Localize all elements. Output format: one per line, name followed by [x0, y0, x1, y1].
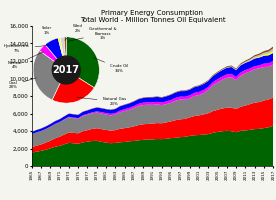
Text: Hydroelectric
7%: Hydroelectric 7% — [4, 44, 51, 53]
Text: Coal
28%: Coal 28% — [9, 78, 36, 89]
Text: Nuclear
4%: Nuclear 4% — [7, 52, 43, 69]
Title: Primary Energy Consumption
Total World - Million Tonnes Oil Equivalent: Primary Energy Consumption Total World -… — [80, 10, 225, 23]
Text: Wind
2%: Wind 2% — [65, 24, 83, 40]
Wedge shape — [52, 70, 94, 103]
Wedge shape — [58, 37, 66, 70]
Text: Natural Gas
23%: Natural Gas 23% — [77, 97, 126, 106]
Text: Geothermal &
Biomass
1%: Geothermal & Biomass 1% — [68, 27, 116, 41]
Wedge shape — [33, 51, 66, 100]
Text: 2017: 2017 — [53, 65, 80, 75]
Text: Solar
1%: Solar 1% — [41, 26, 58, 41]
Wedge shape — [64, 37, 66, 70]
Wedge shape — [45, 38, 66, 70]
Wedge shape — [60, 37, 66, 70]
Wedge shape — [39, 44, 66, 70]
Wedge shape — [66, 37, 99, 88]
Text: Crude Oil
34%: Crude Oil 34% — [94, 58, 128, 73]
Circle shape — [52, 56, 80, 84]
